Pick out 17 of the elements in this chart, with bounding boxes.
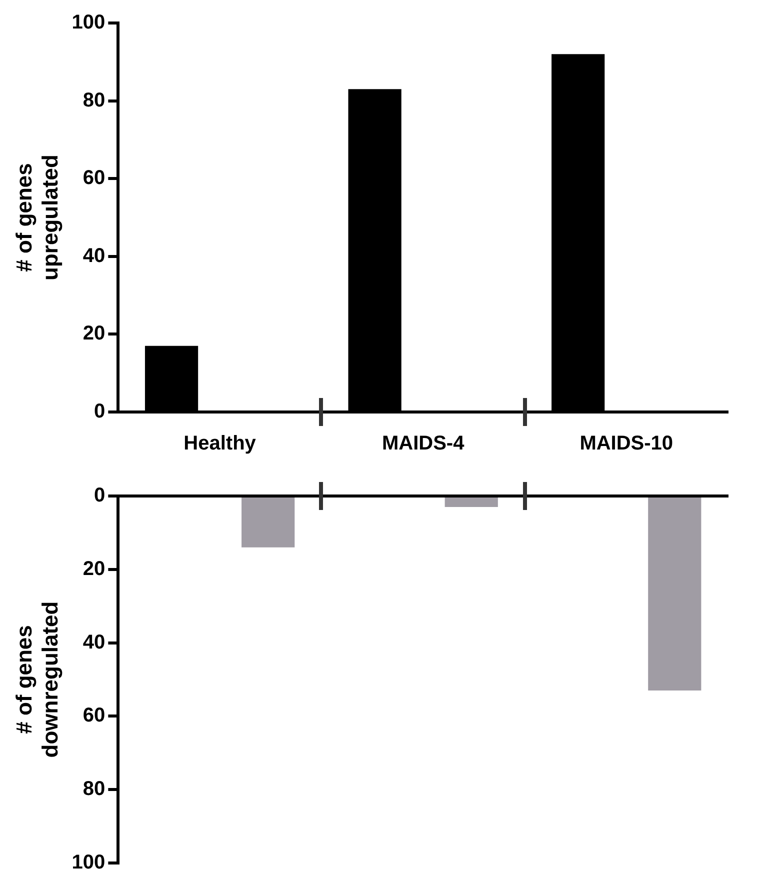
y-tick-label: 40	[82, 631, 106, 654]
y-axis-title: # of genes upregulated	[11, 154, 63, 280]
y-tick-label: 40	[82, 244, 106, 267]
y-axis-title: # of genes downregulated	[11, 601, 63, 758]
y-tick-label: 0	[94, 484, 106, 507]
y-tick-label: 100	[72, 852, 106, 874]
y-tick-label: 60	[82, 704, 106, 727]
y-tick-label: 20	[82, 322, 106, 345]
x-tick-label: MAIDS-10	[580, 432, 674, 455]
x-tick-label: MAIDS-4	[382, 432, 466, 455]
y-tick-label: 0	[94, 400, 106, 423]
y-tick-label: 100	[72, 12, 106, 34]
y-tick-label: 20	[82, 558, 106, 580]
y-tick-label: 80	[82, 89, 106, 112]
y-tick-label: 80	[82, 778, 106, 800]
y-tick-label: 60	[82, 167, 106, 190]
x-tick-label: Healthy	[184, 432, 257, 455]
